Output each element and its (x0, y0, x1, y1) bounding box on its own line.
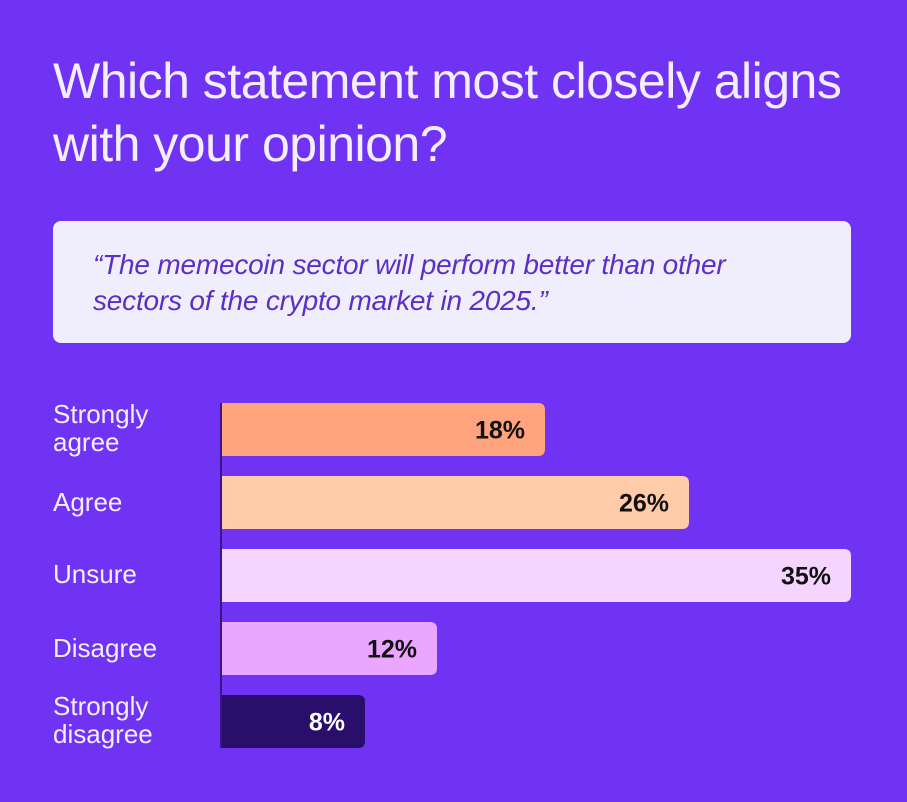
bar-unsure (221, 549, 851, 602)
bar-agree (221, 476, 689, 529)
value-label: 35% (781, 563, 831, 591)
value-label: 12% (367, 636, 417, 664)
category-label: Strongly agree (53, 399, 149, 457)
bar-strongly-agree (221, 403, 545, 456)
value-label: 8% (309, 709, 345, 737)
category-label: Unsure (53, 559, 137, 589)
category-label: Disagree (53, 633, 158, 663)
chart-title: Which statement most closely aligns with… (53, 53, 842, 172)
category-label: Strongly disagree (53, 691, 153, 749)
quote-card: “The memecoin sector will perform better… (53, 221, 851, 343)
value-label: 26% (619, 490, 669, 518)
category-label: Agree (53, 487, 123, 517)
bar-disagree (221, 622, 437, 675)
quote-text: “The memecoin sector will perform better… (93, 249, 726, 316)
bar-strongly-disagree (221, 695, 365, 748)
value-label: 18% (475, 417, 525, 445)
